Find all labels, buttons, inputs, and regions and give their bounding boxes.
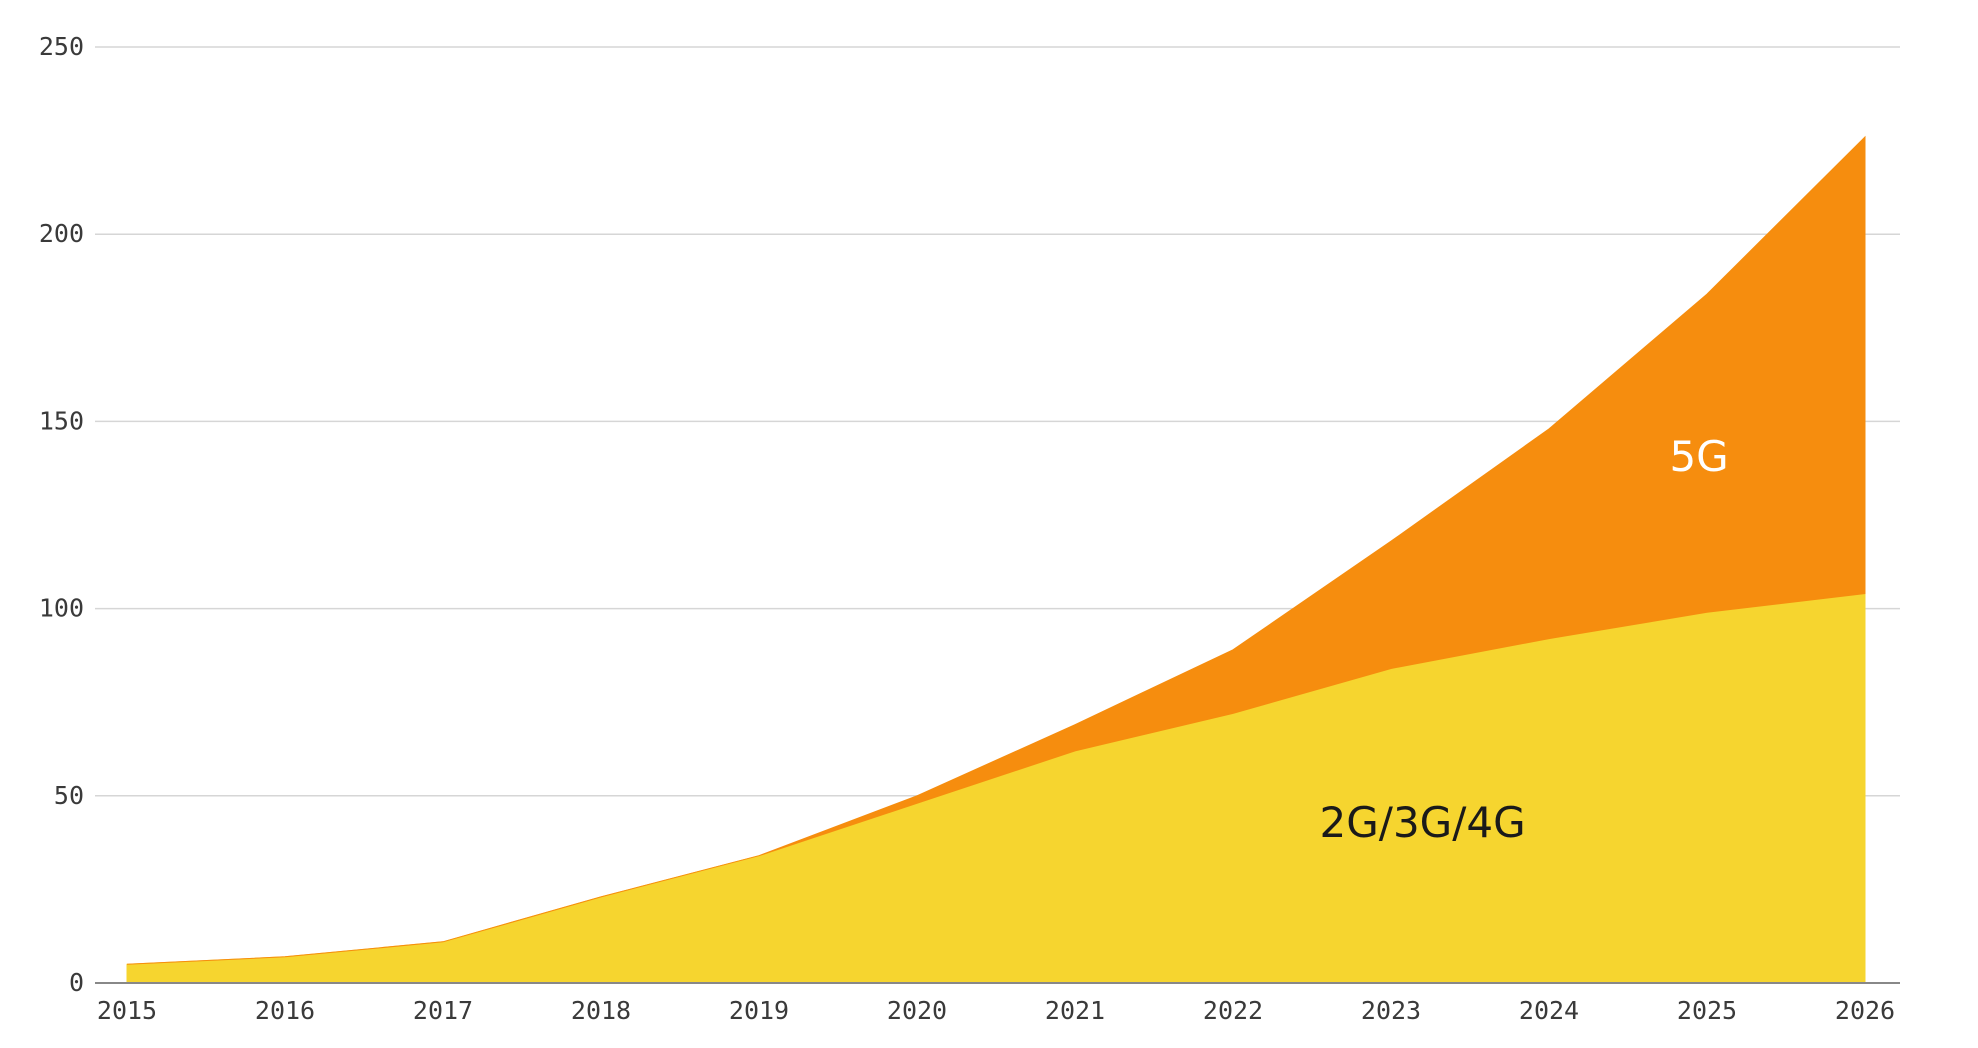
x-tick-label: 2022 bbox=[1203, 996, 1263, 1025]
x-tick-label: 2015 bbox=[97, 996, 157, 1025]
y-tick-label: 250 bbox=[39, 32, 84, 61]
x-tick-label: 2019 bbox=[729, 996, 789, 1025]
series-labels: 2G/3G/4G 5G bbox=[1320, 432, 1729, 847]
x-tick-label: 2024 bbox=[1519, 996, 1579, 1025]
area-series-2g-3g-4g bbox=[126, 593, 1866, 984]
x-tick-label: 2023 bbox=[1361, 996, 1421, 1025]
area-series-5g bbox=[126, 135, 1866, 965]
y-tick-labels: 0 50 100 150 200 250 bbox=[39, 32, 84, 997]
x-tick-label: 2026 bbox=[1835, 996, 1895, 1025]
y-tick-label: 100 bbox=[39, 594, 84, 623]
x-tick-label: 2018 bbox=[571, 996, 631, 1025]
x-tick-labels: 2015 2016 2017 2018 2019 2020 2021 2022 2023 2024… bbox=[97, 996, 1895, 1025]
x-tick-label: 2021 bbox=[1045, 996, 1105, 1025]
x-tick-label: 2017 bbox=[413, 996, 473, 1025]
series-label-2g-3g-4g: 2G/3G/4G bbox=[1320, 798, 1526, 847]
x-tick-label: 2016 bbox=[255, 996, 315, 1025]
series-label-5g: 5G bbox=[1669, 432, 1728, 481]
y-tick-label: 50 bbox=[54, 781, 84, 810]
x-tick-label: 2025 bbox=[1677, 996, 1737, 1025]
y-tick-label: 200 bbox=[39, 219, 84, 248]
y-tick-label: 0 bbox=[69, 968, 84, 997]
x-tick-label: 2020 bbox=[887, 996, 947, 1025]
plot-areas bbox=[126, 135, 1866, 984]
y-tick-label: 150 bbox=[39, 406, 84, 435]
